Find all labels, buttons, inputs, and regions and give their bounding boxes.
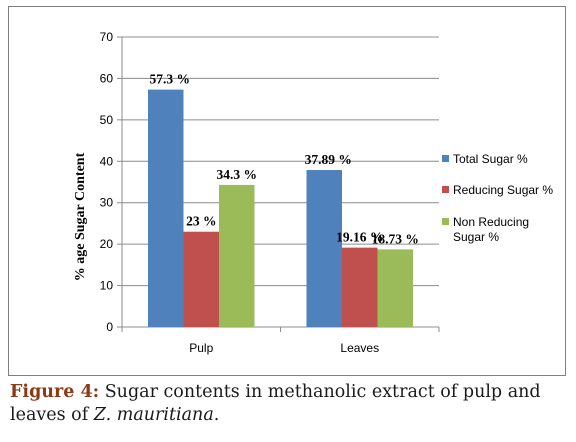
legend-swatch bbox=[442, 186, 449, 193]
legend-label: Total Sugar % bbox=[453, 152, 528, 166]
legend-swatch bbox=[442, 155, 449, 162]
x-category-label: Pulp bbox=[189, 341, 213, 355]
legend-label: Sugar % bbox=[453, 230, 499, 244]
y-axis-title: % age Sugar Content bbox=[73, 152, 88, 281]
data-label: 37.89 % bbox=[305, 152, 352, 167]
caption-text: Sugar contents in methanolic extract of … bbox=[10, 382, 541, 425]
legend-label: Non Reducing bbox=[453, 215, 529, 229]
bar bbox=[377, 249, 413, 327]
legend: Total Sugar % Reducing Sugar % Non Reducin… bbox=[442, 152, 553, 244]
bar bbox=[183, 231, 219, 327]
species-name: Z. mauritiana bbox=[93, 405, 214, 425]
chart-frame: 0 10 20 30 40 50 60 70 Pulp Leaves 57.3 % 37.89 % 2… bbox=[8, 6, 566, 376]
figure-caption: Figure 4: Sugar contents in methanolic e… bbox=[10, 381, 574, 427]
y-tick-label: 30 bbox=[100, 196, 114, 210]
y-tick-label: 40 bbox=[100, 154, 114, 168]
bar bbox=[219, 184, 255, 327]
bars bbox=[148, 89, 413, 327]
y-tick-label: 20 bbox=[100, 237, 114, 251]
caption-end: . bbox=[213, 405, 220, 425]
y-tick-label: 10 bbox=[100, 279, 114, 293]
data-label: 18.73 % bbox=[372, 231, 419, 246]
x-category-label: Leaves bbox=[340, 341, 379, 355]
data-label: 19.16 % bbox=[336, 230, 383, 245]
data-labels: 57.3 % 37.89 % 23 % 19.16 % 34.3 % 18.73 % bbox=[150, 72, 419, 247]
bar bbox=[342, 247, 378, 327]
y-tick-label: 70 bbox=[100, 30, 114, 44]
bar bbox=[306, 170, 342, 327]
legend-swatch bbox=[442, 218, 449, 225]
bar bbox=[148, 89, 184, 327]
data-label: 57.3 % bbox=[150, 72, 191, 87]
y-tick-label: 50 bbox=[100, 113, 114, 127]
figure-label: Figure 4: bbox=[10, 382, 100, 402]
y-tick-label: 0 bbox=[106, 320, 113, 334]
data-label: 23 % bbox=[186, 214, 216, 229]
y-tick-label: 60 bbox=[100, 71, 114, 85]
data-label: 34.3 % bbox=[217, 167, 258, 182]
bar-chart: 0 10 20 30 40 50 60 70 Pulp Leaves 57.3 % 37.89 % 2… bbox=[73, 30, 553, 355]
legend-label: Reducing Sugar % bbox=[453, 183, 553, 197]
